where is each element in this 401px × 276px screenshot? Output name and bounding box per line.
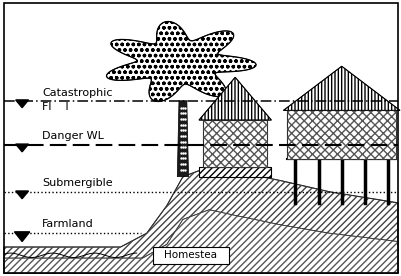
Bar — [287, 110, 395, 159]
Polygon shape — [14, 232, 30, 242]
Bar — [203, 120, 267, 167]
Polygon shape — [16, 144, 28, 152]
Polygon shape — [16, 100, 28, 108]
Polygon shape — [198, 77, 271, 120]
Polygon shape — [177, 101, 188, 177]
Bar — [203, 120, 267, 167]
Bar — [198, 167, 271, 177]
Text: Farmland: Farmland — [42, 219, 94, 229]
Bar — [198, 167, 271, 177]
Polygon shape — [106, 22, 255, 102]
Bar — [152, 247, 229, 264]
Bar — [287, 110, 395, 159]
Polygon shape — [283, 66, 399, 110]
Text: Fl    l: Fl l — [42, 102, 69, 112]
Text: Submergible: Submergible — [42, 178, 113, 188]
Text: Homestea: Homestea — [164, 250, 217, 260]
Polygon shape — [4, 167, 397, 273]
Text: Catastrophic: Catastrophic — [42, 88, 112, 98]
Polygon shape — [4, 210, 397, 273]
Polygon shape — [16, 191, 28, 199]
Text: Danger WL: Danger WL — [42, 131, 104, 141]
